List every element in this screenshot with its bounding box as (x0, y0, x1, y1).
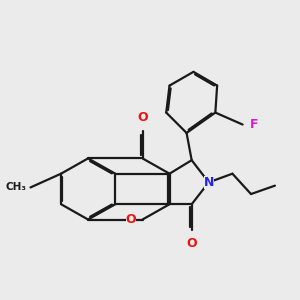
Text: O: O (186, 237, 197, 250)
Text: O: O (137, 111, 148, 124)
Text: N: N (203, 176, 214, 189)
Text: CH₃: CH₃ (6, 182, 27, 192)
Text: O: O (125, 213, 136, 226)
Text: F: F (250, 118, 259, 131)
